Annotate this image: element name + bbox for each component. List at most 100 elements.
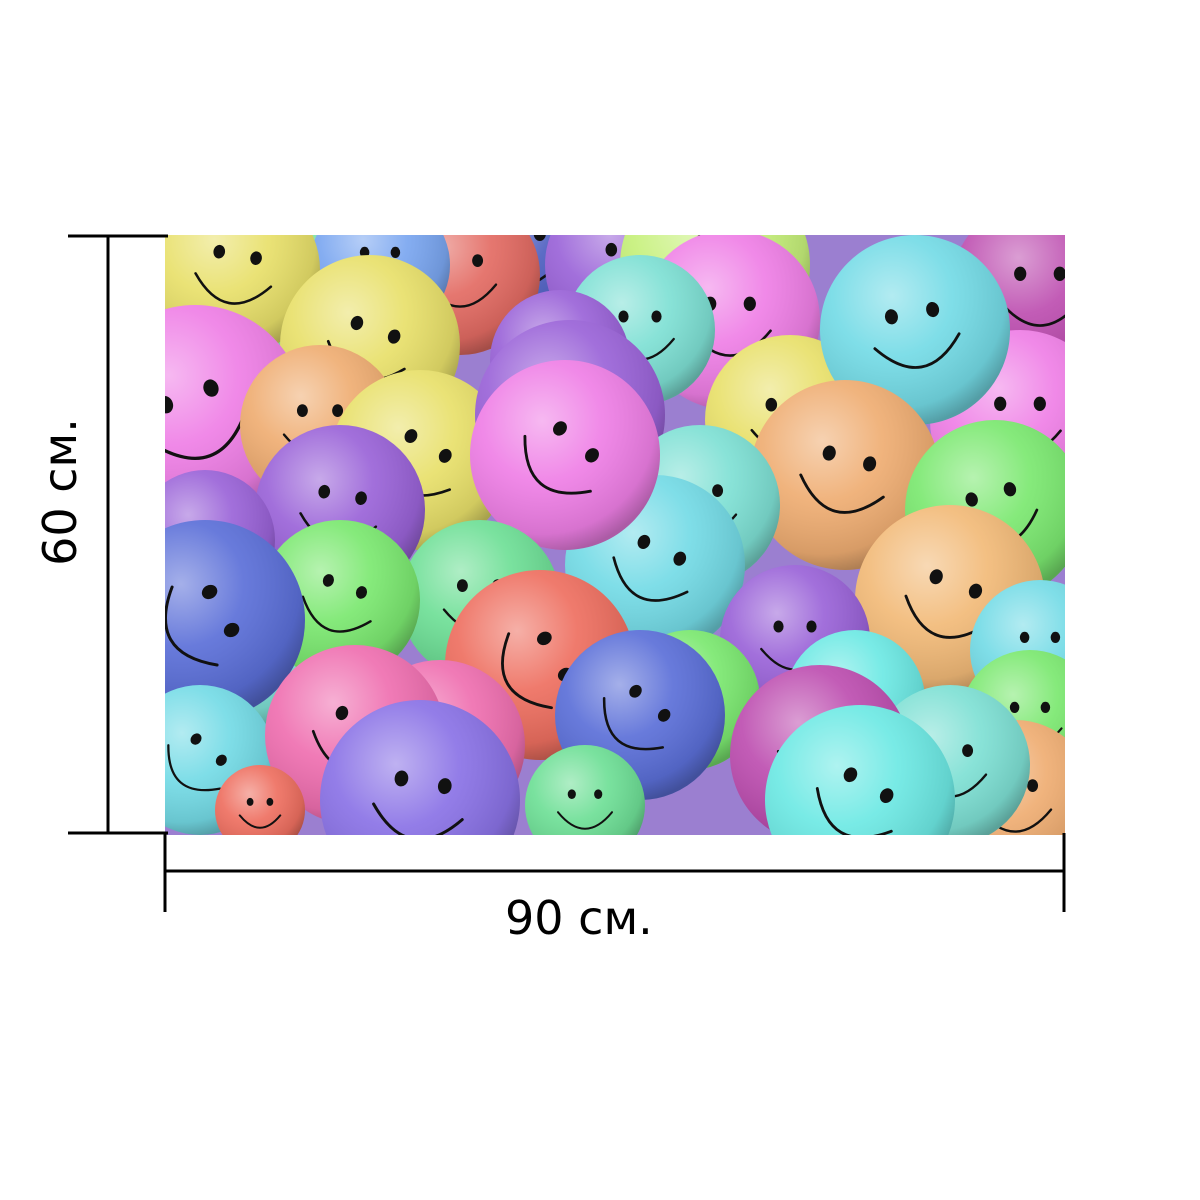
smiley-face: [612, 534, 689, 602]
smiley-face: [301, 574, 372, 633]
eye: [637, 534, 651, 549]
eye: [594, 789, 603, 799]
eye: [190, 733, 202, 745]
smile: [501, 632, 553, 710]
eye: [1019, 631, 1030, 644]
eye: [843, 767, 858, 783]
eye: [203, 379, 219, 397]
eye: [165, 396, 174, 414]
eye: [863, 456, 877, 472]
eye: [390, 246, 401, 258]
eye: [332, 404, 344, 417]
smile: [523, 434, 592, 495]
eye: [437, 778, 452, 795]
smile: [998, 299, 1065, 327]
eye: [456, 579, 468, 592]
smile: [602, 696, 665, 751]
eye: [712, 484, 724, 497]
eye: [394, 770, 409, 787]
eye: [618, 310, 629, 323]
smile: [557, 811, 613, 830]
smile: [815, 787, 893, 835]
eye: [250, 251, 262, 265]
eye: [246, 797, 254, 806]
eye: [743, 296, 756, 311]
eye: [335, 705, 349, 721]
eye: [585, 448, 599, 463]
eye: [773, 620, 784, 633]
eye: [1009, 701, 1020, 714]
smiley-face: [557, 789, 613, 830]
eye: [806, 620, 817, 633]
smiley-face: [194, 244, 273, 305]
eye: [651, 310, 662, 323]
smiley-face: [165, 584, 240, 667]
smiley-face: [372, 770, 464, 835]
smile: [873, 332, 961, 369]
eye: [1027, 779, 1039, 792]
eye: [822, 445, 836, 461]
eye: [926, 301, 940, 318]
width-label: 90 см.: [505, 891, 653, 945]
eye: [962, 744, 974, 757]
eye: [533, 235, 546, 241]
eye: [605, 242, 618, 257]
ball-shading: [320, 700, 520, 835]
smiley-balls-photo: [165, 235, 1065, 835]
eye: [884, 309, 898, 325]
eye: [567, 789, 576, 799]
smile: [194, 272, 273, 305]
smile: [165, 585, 219, 667]
eye: [215, 754, 227, 766]
eye: [765, 397, 778, 412]
eye: [438, 448, 452, 463]
ball-shading: [820, 235, 1010, 425]
eye: [350, 315, 364, 331]
smiley-face: [998, 266, 1065, 327]
smiley-ball: [750, 380, 940, 570]
smiley-ball: [765, 705, 955, 835]
eye: [1033, 396, 1046, 411]
ball-shading: [470, 360, 660, 550]
eye: [553, 421, 567, 436]
eye: [296, 404, 308, 417]
ball-shading: [165, 520, 305, 720]
eye: [657, 708, 671, 722]
ball-shading: [525, 745, 645, 835]
eye: [266, 797, 274, 806]
eye: [1053, 266, 1065, 281]
eye: [1040, 701, 1051, 714]
eye: [879, 788, 894, 803]
smile: [372, 802, 464, 835]
eye: [965, 492, 978, 507]
smile: [799, 473, 885, 514]
smiley-ball: [470, 360, 660, 550]
eye: [213, 244, 226, 259]
eye: [223, 622, 240, 638]
eye: [322, 574, 334, 587]
smiley-face: [799, 445, 885, 514]
smiley-ball: [320, 700, 520, 835]
eye: [387, 329, 401, 344]
ball-shading: [215, 765, 305, 835]
eye: [355, 491, 367, 505]
smiley-face: [815, 767, 894, 835]
smiley-face: [238, 797, 282, 829]
smiley-face: [165, 379, 248, 460]
ball-shading: [765, 705, 955, 835]
smiley-ball: [215, 765, 305, 835]
height-label: 60 см.: [33, 418, 87, 566]
eye: [537, 631, 552, 646]
smile: [165, 408, 248, 460]
dimension-lines: [68, 234, 1066, 912]
smiley-face: [873, 301, 961, 369]
eye: [318, 484, 331, 499]
eye: [1003, 482, 1017, 497]
smile: [238, 814, 282, 829]
eye: [1014, 266, 1027, 281]
eye: [201, 584, 218, 600]
eye: [629, 684, 642, 698]
eye: [929, 569, 943, 585]
